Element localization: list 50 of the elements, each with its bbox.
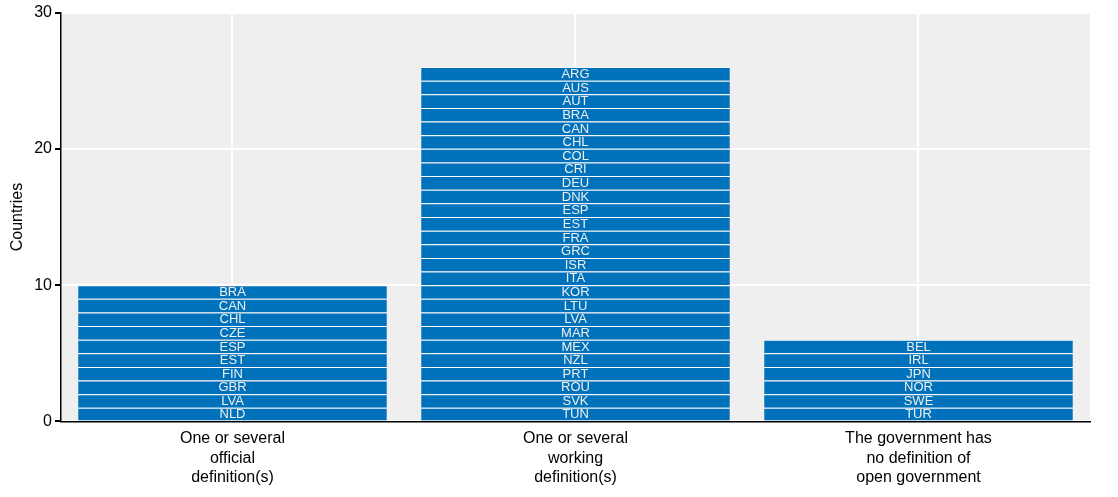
x-tick-label: One or several official definition(s) <box>180 429 285 485</box>
y-tick-label: 30 <box>34 3 53 21</box>
data-label: ROU <box>561 379 590 395</box>
y-tick-label: 20 <box>34 139 53 157</box>
data-label: PRT <box>562 365 589 381</box>
data-label: ARG <box>561 66 590 81</box>
data-label: EST <box>219 352 246 368</box>
data-label: MAR <box>561 324 590 340</box>
data-label: CHL <box>219 311 246 327</box>
data-label: AUT <box>562 93 589 109</box>
data-label: BEL <box>906 338 931 354</box>
data-label: ESP <box>219 338 246 354</box>
data-label: EST <box>562 215 589 231</box>
data-label: IRL <box>908 352 929 368</box>
data-label: CHL <box>562 134 589 150</box>
data-label: CZE <box>219 324 246 340</box>
data-label: LVA <box>564 311 588 327</box>
y-tick-label: 10 <box>34 275 53 293</box>
x-tick-label: The government has no definition of open government <box>845 429 992 485</box>
data-label: ESP <box>562 202 589 218</box>
data-label: LTU <box>563 297 588 313</box>
data-label: TUR <box>905 406 932 422</box>
data-label: SWE <box>903 393 934 409</box>
data-label: DEU <box>561 175 590 191</box>
data-label: AUS <box>562 79 590 95</box>
data-label: BRA <box>562 106 590 122</box>
data-label: FRA <box>562 229 589 245</box>
data-label: GBR <box>218 379 247 395</box>
data-label: CRI <box>564 161 587 177</box>
data-label: SVK <box>562 393 589 409</box>
data-label: GRC <box>561 243 590 259</box>
data-label: DNK <box>561 188 590 204</box>
data-label: NLD <box>219 406 246 422</box>
data-label: TUN <box>562 406 589 422</box>
data-label: BRA <box>219 284 247 300</box>
data-label: LVA <box>221 393 245 409</box>
data-label: CAN <box>218 297 247 313</box>
data-label: MEX <box>561 338 590 354</box>
x-tick-label: One or several working definition(s) <box>523 429 628 485</box>
data-label: JPN <box>906 365 931 381</box>
data-label: ISR <box>564 256 587 272</box>
data-label: KOR <box>561 284 590 300</box>
data-label: FIN <box>222 365 243 381</box>
data-label: NZL <box>563 352 588 368</box>
y-tick-label: 0 <box>43 411 53 429</box>
data-label: COL <box>562 147 589 163</box>
data-label: NOR <box>904 379 933 395</box>
data-label: ITA <box>565 270 586 286</box>
y-axis-title: Countries <box>8 182 26 252</box>
data-label: CAN <box>561 120 590 136</box>
